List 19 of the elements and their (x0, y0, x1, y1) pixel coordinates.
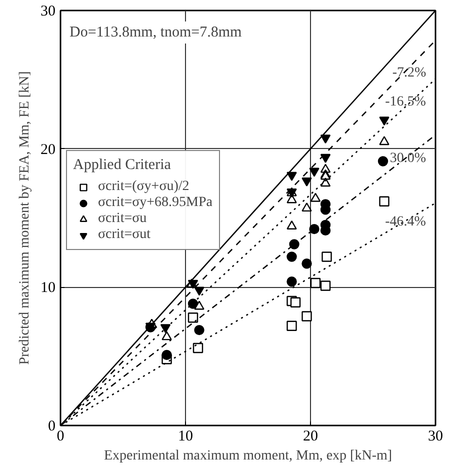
y-tick-label: 10 (40, 280, 56, 296)
y-tick-label: 30 (40, 4, 56, 20)
x-tick-label: 20 (303, 428, 318, 444)
legend-label: σcrit=σut (98, 227, 151, 243)
legend-label: σcrit=(σy+σu)/2 (98, 179, 190, 195)
y-axis-title: Predicted maximum moment by FEA, Mm, FE [kN] (18, 71, 32, 365)
x-tick-label: 30 (428, 428, 443, 444)
annotation: -7.2% (392, 65, 426, 80)
x-axis-title: Experimental maximum moment, Mm, exp [kN-m] (104, 448, 392, 464)
y-tick-label: 0 (48, 418, 56, 434)
annotation: -46.4% (385, 214, 426, 230)
y-tick-label: 20 (40, 142, 56, 158)
annotation: -16.5% (385, 94, 426, 110)
legend-label: σcrit=σy+68.95MPa (98, 195, 212, 211)
annotation: 30.0% (390, 151, 426, 166)
legend-label: σcrit=σu (98, 211, 147, 227)
annotation: Do=113.8mm, tnom=7.8mm (70, 24, 242, 40)
legend-title: Applied Criteria (73, 157, 172, 174)
x-tick-label: 10 (178, 428, 193, 444)
